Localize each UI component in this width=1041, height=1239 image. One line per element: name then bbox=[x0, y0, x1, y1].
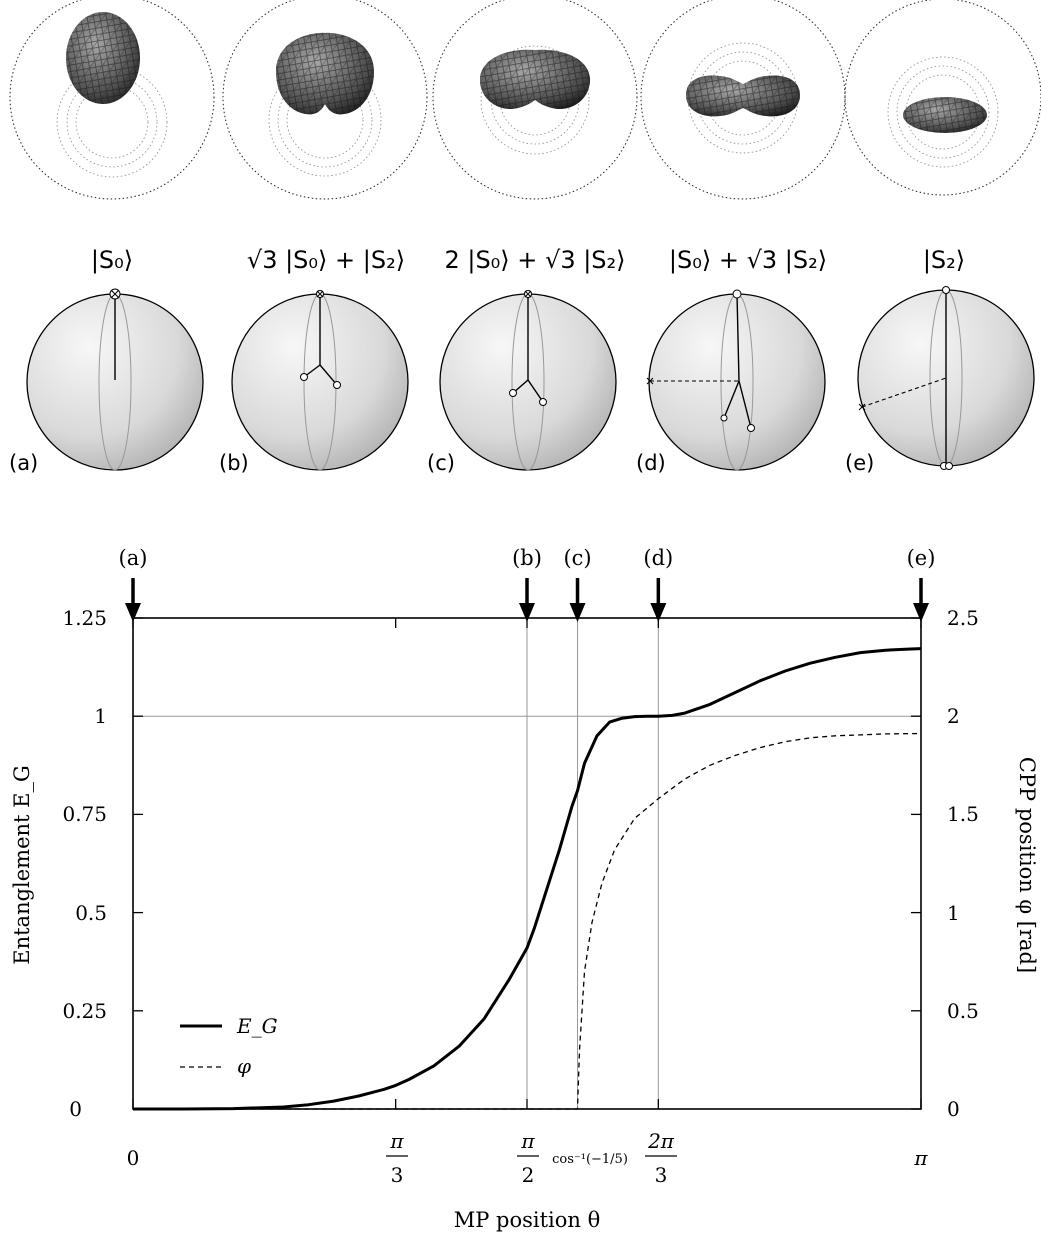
position-markers: (a) (b) (c) (d) (e) bbox=[119, 546, 936, 622]
marker-arrow-head bbox=[569, 603, 586, 622]
majorana-sphere-e bbox=[857, 286, 1035, 470]
shape-panel-a bbox=[9, 0, 215, 200]
ket-labels: |S₀⟩ √3 |S₀⟩ + |S₂⟩ 2 |S₀⟩ + √3 |S₂⟩ |S₀… bbox=[91, 246, 965, 274]
ket-label-c: 2 |S₀⟩ + √3 |S₂⟩ bbox=[444, 246, 625, 274]
shape-panel-e bbox=[844, 0, 1041, 196]
marker-arrow-head bbox=[125, 603, 141, 622]
panel-letters: (a) (b) (c) (d) (e) bbox=[9, 451, 874, 475]
tick-marks bbox=[132, 617, 922, 1110]
y-left-tick-label: 1.25 bbox=[62, 606, 107, 630]
x-tick-label-acos: cos⁻¹(−1/5) bbox=[552, 1152, 628, 1167]
x-tick-label: 0 bbox=[127, 1146, 140, 1170]
y-left-tick-label: 0.5 bbox=[75, 901, 107, 925]
ket-label-d: |S₀⟩ + √3 |S₂⟩ bbox=[669, 246, 827, 274]
y-right-tick-label: 1.5 bbox=[947, 802, 979, 826]
majorana-sphere-a bbox=[26, 288, 204, 471]
marker-arrow-head bbox=[650, 603, 667, 622]
x-tick-label: π bbox=[520, 1129, 535, 1153]
series-line-EG bbox=[133, 647, 922, 1111]
panel-letter-c: (c) bbox=[427, 451, 455, 475]
y-right-tick-labels: 0 0.5 1 1.5 2 2.5 bbox=[947, 606, 979, 1121]
y-right-tick-label: 2.5 bbox=[947, 606, 979, 630]
legend-label-EG: E_G bbox=[236, 1014, 278, 1038]
marker-label: (b) bbox=[512, 546, 542, 570]
marker-label: (c) bbox=[563, 546, 591, 570]
gridlines bbox=[133, 618, 921, 1109]
shape-panel-c bbox=[432, 0, 638, 200]
x-tick-label: π bbox=[913, 1146, 928, 1170]
y-right-tick-label: 0.5 bbox=[947, 999, 979, 1023]
y-left-tick-labels: 0 0.25 0.5 0.75 1 1.25 bbox=[62, 606, 107, 1121]
marker-label: (e) bbox=[907, 546, 936, 570]
series-line-phi bbox=[133, 732, 922, 1110]
panel-letter-b: (b) bbox=[219, 451, 249, 475]
y-right-axis-title: CPP position φ [rad] bbox=[1015, 757, 1039, 973]
x-tick-labels: 0 π 3 π 2 2π 3 π cos⁻¹(−1/5) bbox=[127, 1129, 929, 1187]
x-tick-label: 2 bbox=[522, 1163, 535, 1187]
x-tick-label: 3 bbox=[655, 1163, 668, 1187]
panel-letter-d: (d) bbox=[636, 451, 666, 475]
y-left-tick-label: 1 bbox=[94, 704, 107, 728]
y-right-tick-label: 2 bbox=[947, 704, 960, 728]
ket-label-e: |S₂⟩ bbox=[923, 246, 965, 274]
legend: E_G φ bbox=[180, 1014, 278, 1078]
marker-label: (d) bbox=[643, 546, 673, 570]
legend-label-phi: φ bbox=[237, 1054, 251, 1078]
y-left-tick-label: 0.75 bbox=[62, 802, 107, 826]
majorana-sphere-b bbox=[231, 290, 409, 471]
panel-letter-e: (e) bbox=[845, 451, 874, 475]
shape-row bbox=[9, 0, 1041, 200]
y-left-tick-label: 0 bbox=[69, 1097, 82, 1121]
marker-arrow-head bbox=[913, 603, 929, 622]
x-tick-label: π bbox=[389, 1129, 404, 1153]
y-left-tick-label: 0.25 bbox=[62, 999, 107, 1023]
marker-arrow-head bbox=[519, 603, 536, 622]
marker-label: (a) bbox=[119, 546, 148, 570]
shape-panel-b bbox=[222, 0, 428, 200]
majorana-sphere-d bbox=[646, 289, 826, 471]
sphere-row bbox=[26, 286, 1035, 471]
y-left-axis-title: Entanglement E_G bbox=[10, 765, 34, 965]
majorana-sphere-c bbox=[439, 290, 617, 471]
x-axis-title: MP position θ bbox=[454, 1208, 601, 1232]
shape-panel-d bbox=[640, 0, 846, 200]
x-tick-label: 2π bbox=[647, 1129, 675, 1153]
panel-letter-a: (a) bbox=[9, 451, 38, 475]
entanglement-chart: (a) (b) (c) (d) (e) 0 0.25 0.5 0.75 1 1.25 0… bbox=[10, 546, 1039, 1232]
x-tick-label: 3 bbox=[391, 1163, 404, 1187]
y-right-tick-label: 1 bbox=[947, 901, 960, 925]
ket-label-b: √3 |S₀⟩ + |S₂⟩ bbox=[247, 246, 405, 274]
ket-label-a: |S₀⟩ bbox=[91, 246, 133, 274]
y-right-tick-label: 0 bbox=[947, 1097, 960, 1121]
series-layer bbox=[133, 647, 922, 1111]
